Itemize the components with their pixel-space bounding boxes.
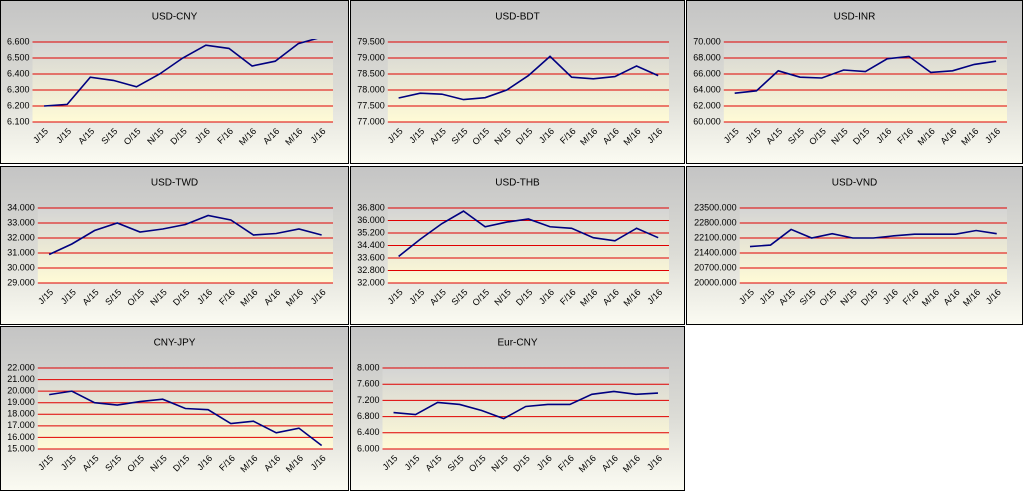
plot-area: [37, 208, 334, 283]
plot-area: [382, 368, 669, 449]
y-tick-label: 64.000: [693, 84, 721, 94]
chart-title: USD-VND: [832, 178, 878, 189]
y-tick-label: 6.000: [357, 443, 380, 453]
line-series: [48, 214, 322, 256]
plot-area: [387, 42, 669, 122]
y-tick-label: 33.000: [7, 217, 35, 227]
y-tick-label: 32.000: [357, 277, 385, 287]
y-tick-label: 22100.000: [694, 232, 737, 242]
line-series: [49, 390, 323, 447]
y-tick-label: 6.500: [7, 52, 30, 62]
y-tick-label: 17.000: [7, 420, 35, 430]
y-tick-label: 7.200: [357, 395, 380, 405]
line-series: [44, 39, 318, 107]
y-tick-label: 6.300: [7, 84, 30, 94]
chart-panel: USD-INR 60.000 62.000 64.000 66.000 68.000 70.…: [686, 0, 1023, 164]
y-tick-label: 18.000: [7, 409, 35, 419]
y-tick-label: 70.000: [693, 36, 721, 46]
y-tick-label: 66.000: [693, 68, 721, 78]
y-tick-label: 33.600: [357, 252, 385, 262]
y-tick-label: 6.200: [7, 100, 30, 110]
y-tick-label: 21400.000: [694, 247, 737, 257]
chart-title: USD-BDT: [495, 12, 539, 23]
y-tick-label: 23500.000: [694, 202, 737, 212]
line-series: [398, 55, 659, 101]
y-tick-label: 8.000: [357, 362, 380, 372]
chart-title: CNY-JPY: [154, 338, 196, 349]
y-tick-label: 6.400: [357, 427, 380, 437]
y-tick-label: 79.000: [357, 52, 385, 62]
y-tick-label: 22800.000: [694, 217, 737, 227]
y-tick-label: 32.000: [7, 232, 35, 242]
chart-panel: USD-BDT 77.000 77.500 78.000 78.500 79.000 79.…: [350, 0, 685, 164]
y-tick-label: 31.000: [7, 247, 35, 257]
line-series: [393, 390, 659, 420]
line-series: [734, 55, 997, 94]
y-tick-label: 32.800: [357, 265, 385, 275]
y-tick-label: 20000.000: [694, 277, 737, 287]
chart-title: USD-TWD: [151, 178, 198, 189]
plot-area: [32, 42, 333, 122]
y-tick-label: 78.000: [357, 84, 385, 94]
chart-panel: USD-CNY6.1006.2006.3006.4006.5006.600J/1…: [0, 0, 349, 164]
y-tick-label: 60.000: [693, 116, 721, 126]
y-tick-label: 34.400: [357, 240, 385, 250]
y-tick-label: 36.000: [357, 215, 385, 225]
y-tick-label: 15.000: [7, 443, 35, 453]
y-tick-label: 62.000: [693, 100, 721, 110]
y-tick-label: 68.000: [693, 52, 721, 62]
y-tick-label: 78.500: [357, 68, 385, 78]
chart-title: USD-INR: [834, 12, 876, 23]
y-tick-label: 36.800: [357, 202, 385, 212]
chart-panel: Eur-CNY6.0006.4006.8007.2007.6008.000J/1…: [350, 326, 685, 491]
y-tick-label: 6.400: [7, 68, 30, 78]
line-series: [749, 228, 997, 248]
y-tick-label: 19.000: [7, 397, 35, 407]
y-tick-label: 35.200: [357, 227, 385, 237]
y-tick-label: 77.500: [357, 100, 385, 110]
y-tick-label: 6.100: [7, 116, 30, 126]
y-tick-label: 16.000: [7, 432, 35, 442]
y-tick-label: 29.000: [7, 277, 35, 287]
y-tick-label: 79.500: [357, 36, 385, 46]
plot-area: [739, 208, 1007, 283]
chart-title: Eur-CNY: [497, 338, 537, 349]
y-tick-label: 34.000: [7, 202, 35, 212]
y-tick-label: 20700.000: [694, 262, 737, 272]
y-tick-label: 6.600: [7, 36, 30, 46]
plot-area: [723, 42, 1007, 122]
y-tick-label: 20.000: [7, 386, 35, 396]
y-tick-label: 30.000: [7, 262, 35, 272]
chart-panel: USD-TWD 29.000 30.000 31.000 32.000 33.000 34.…: [0, 166, 349, 325]
y-tick-label: 21.000: [7, 374, 35, 384]
y-tick-label: 6.800: [357, 411, 380, 421]
y-tick-label: 22.000: [7, 362, 35, 372]
y-tick-label: 7.600: [357, 379, 380, 389]
chart-title: USD-CNY: [152, 12, 198, 23]
line-series: [398, 210, 659, 258]
chart-panel: USD-VND 20000.000 20700.000 21400.000 22100.…: [686, 166, 1023, 325]
chart-panel: USD-THB 32.000 32.800 33.600 34.400 35.200 36.…: [350, 166, 685, 325]
chart-title: USD-THB: [495, 178, 540, 189]
y-tick-label: 77.000: [357, 116, 385, 126]
